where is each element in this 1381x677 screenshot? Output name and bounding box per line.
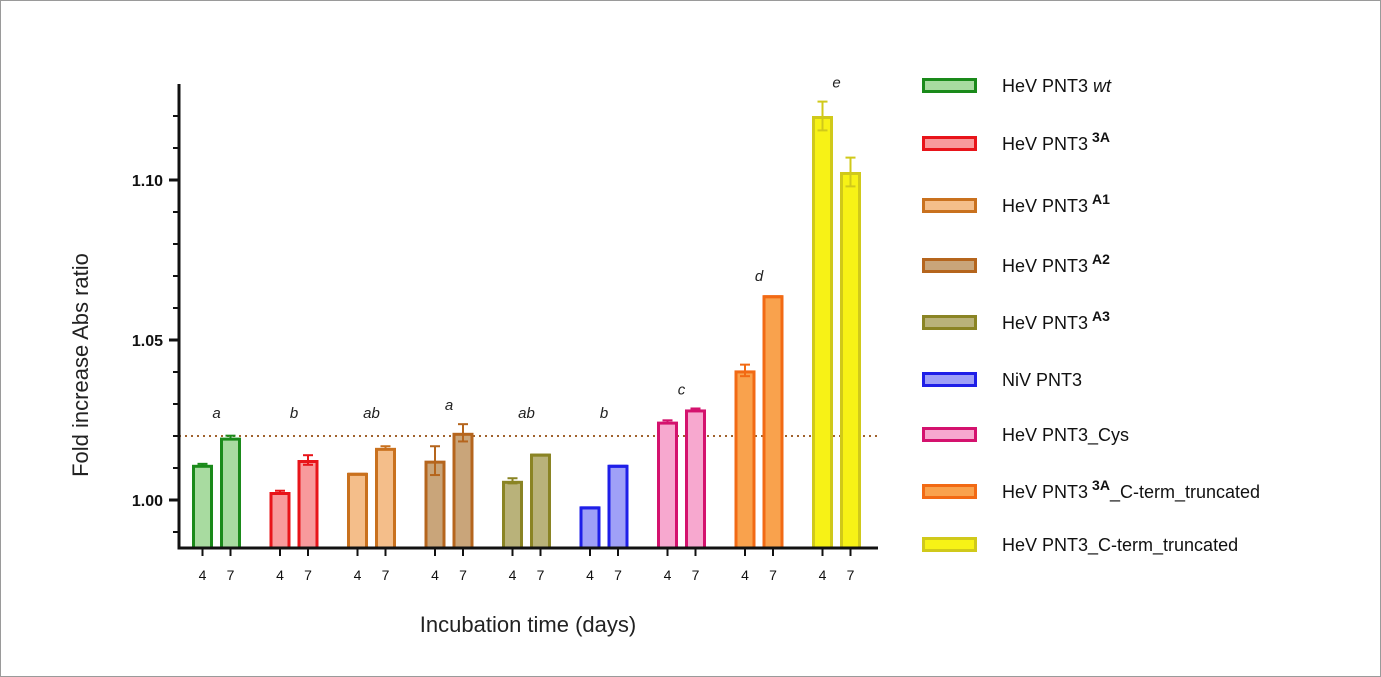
legend-swatch [922,537,977,552]
significance-letter: b [290,405,298,422]
bar [762,295,784,550]
legend-swatch [922,372,977,387]
bar [220,437,241,550]
legend-label-base: HeV PNT3 [1002,482,1088,502]
bar [452,432,474,550]
legend-item: HeV PNT3 A1 [922,191,1110,216]
x-tick-label: 7 [614,567,622,583]
x-tick-label: 7 [847,567,855,583]
bar [685,409,706,550]
legend-swatch [922,315,977,330]
bar [579,506,601,550]
legend-label-superscript: 3A [1092,477,1110,493]
x-tick-label: 4 [741,567,749,583]
legend-label: HeV PNT3 3A_C-term_truncated [1002,477,1260,503]
legend-item: HeV PNT3_Cys [922,425,1129,446]
legend-label-superscript: 3A [1092,129,1110,145]
x-tick-label: 4 [664,567,672,583]
bar [502,480,523,550]
legend-label: HeV PNT3_Cys [1002,425,1129,446]
legend-label: HeV PNT3 A2 [1002,251,1110,276]
x-tick-label: 4 [276,567,284,583]
legend-swatch [922,136,977,151]
bar [734,370,756,550]
bar [297,460,319,550]
legend-label-superscript: A3 [1092,308,1110,324]
bars-layer [192,100,861,550]
legend-label-tail: _C-term_truncated [1109,482,1260,503]
bar [607,464,629,550]
significance-letter: d [755,268,764,285]
bar [375,447,396,550]
significance-letter: b [600,405,608,422]
x-tick-label: 7 [769,567,777,583]
legend-swatch [922,484,977,499]
x-tick-label: 7 [382,567,390,583]
legend-label-superscript: A2 [1092,251,1110,267]
legend-label-base: HeV PNT3_Cys [1002,425,1129,446]
legend-item: HeV PNT3 3A_C-term_truncated [922,477,1260,503]
legend-label: HeV PNT3 3A [1002,129,1110,154]
legend-label-base: HeV PNT3 [1002,76,1088,96]
y-axis-title: Fold increase Abs ratio [68,253,93,477]
significance-letter: ab [363,405,380,422]
legend-label: HeV PNT3_C-term_truncated [1002,535,1238,556]
legend-label-base: HeV PNT3 [1002,256,1088,276]
bar [269,492,291,550]
legend-swatch [922,198,977,213]
x-tick-label: 4 [199,567,207,583]
legend-label-base: HeV PNT3 [1002,134,1088,154]
x-tick-label: 7 [692,567,700,583]
y-tick-label: 1.10 [132,173,163,190]
legend-label-superscript: A1 [1092,191,1110,207]
x-tick-label: 7 [459,567,467,583]
bar [347,472,368,550]
legend-label: NiV PNT3 [1002,370,1082,390]
bar [812,116,833,550]
legend-item: NiV PNT3 [922,370,1082,390]
legend-item: HeV PNT3 A3 [922,308,1110,333]
legend-label-base: HeV PNT3 [1002,196,1088,216]
legend-swatch [922,78,977,93]
x-tick-label: 4 [354,567,362,583]
legend-label: HeV PNT3 A1 [1002,191,1110,216]
x-tick-label: 4 [509,567,517,583]
x-tick-label: 7 [537,567,545,583]
x-axis-title: Incubation time (days) [420,612,636,637]
legend-swatch [922,427,977,442]
significance-letter: a [212,405,220,422]
legend-item: HeV PNT3 3A [922,129,1110,154]
bar [530,453,551,550]
significance-letter: a [445,397,453,414]
legend-label-italic: wt [1088,76,1112,96]
legend-item: HeV PNT3_C-term_truncated [922,535,1238,556]
x-tick-label: 4 [819,567,827,583]
legend-item: HeV PNT3 A2 [922,251,1110,276]
significance-letter: e [832,75,840,92]
bar [840,172,861,550]
y-tick-label: 1.00 [132,493,163,510]
legend-label: HeV PNT3 A3 [1002,308,1110,333]
x-tick-label: 4 [586,567,594,583]
x-tick-label: 7 [304,567,312,583]
legend-label: HeV PNT3 wt [1002,76,1112,96]
legend-label-base: NiV PNT3 [1002,370,1082,390]
legend-label-base: HeV PNT3 [1002,313,1088,333]
y-tick-label: 1.05 [132,333,163,350]
legend-item: HeV PNT3 wt [922,76,1112,96]
bar [192,464,213,550]
labels-layer: 4 7 a 4 7 b 4 7 ab 4 7 a 4 7 ab 4 7 b 4 7 c 4 7 d 4 7 e 1.00 1.05 1.1… [132,75,855,583]
x-tick-label: 4 [431,567,439,583]
significance-letter: ab [518,405,535,422]
bar [657,421,678,550]
legend-swatch [922,258,977,273]
significance-letter: c [678,381,686,398]
axes-layer [169,84,878,556]
legend-label-base: HeV PNT3_C-term_truncated [1002,535,1238,556]
x-tick-label: 7 [227,567,235,583]
